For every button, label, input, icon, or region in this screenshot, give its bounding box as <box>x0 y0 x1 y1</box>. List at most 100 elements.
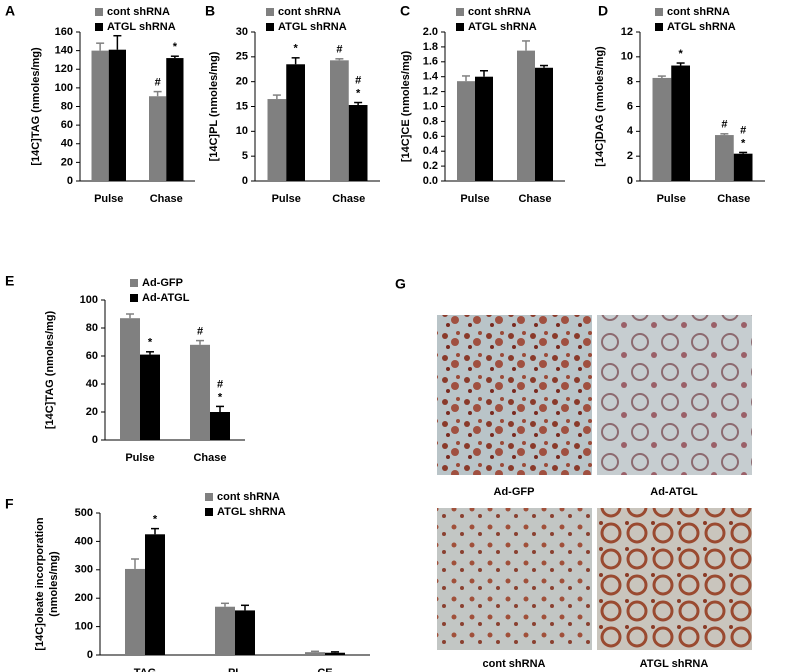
x-tick-label: Pulse <box>94 193 123 205</box>
legend-swatch <box>130 294 138 302</box>
y-tick-label: 200 <box>75 592 93 604</box>
bar <box>305 652 325 655</box>
micrograph <box>437 508 592 650</box>
legend-label: cont shRNA <box>468 6 531 18</box>
significance-mark: * <box>218 391 223 403</box>
bar <box>125 568 145 655</box>
image-caption: Ad-ATGL <box>650 486 698 498</box>
legend-swatch <box>205 508 213 516</box>
micrograph <box>597 508 752 650</box>
panel-label: D <box>598 3 608 19</box>
y-tick-label: 30 <box>236 26 248 38</box>
y-tick-label: 1.4 <box>423 71 439 83</box>
panel-label: E <box>5 273 14 289</box>
micrograph <box>437 315 592 475</box>
y-tick-label: 4 <box>627 125 634 137</box>
error-bar <box>153 90 162 97</box>
y-tick-label: 1.2 <box>423 86 438 98</box>
x-tick-label: Pulse <box>657 193 686 205</box>
y-tick-label: 0 <box>92 434 98 446</box>
error-bar <box>131 558 139 569</box>
y-tick-label: 100 <box>75 621 93 633</box>
y-tick-label: 0 <box>67 175 73 187</box>
significance-mark: # <box>740 124 746 136</box>
legend-swatch <box>205 493 213 501</box>
legend-swatch <box>655 8 663 16</box>
bar <box>286 64 305 181</box>
error-bar <box>480 69 488 77</box>
x-tick-label: Pulse <box>460 193 489 205</box>
y-tick-label: 10 <box>621 51 633 63</box>
bar <box>91 50 109 181</box>
y-tick-label: 15 <box>236 100 248 112</box>
significance-mark: * <box>173 41 178 53</box>
error-bar <box>151 527 159 535</box>
x-tick-label: Chase <box>193 452 226 464</box>
legend-label: cont shRNA <box>217 491 280 503</box>
bar <box>348 105 368 181</box>
y-tick-label: 1.8 <box>423 41 438 53</box>
bar <box>325 652 345 655</box>
y-tick-label: 8 <box>627 76 633 88</box>
y-tick-label: 20 <box>61 156 73 168</box>
y-tick-label: 20 <box>86 406 98 418</box>
error-bar <box>126 313 134 319</box>
y-axis-label: [14C]TAG (nmoles/mg) <box>44 310 56 429</box>
error-bar <box>196 339 204 345</box>
x-tick-label: Chase <box>332 193 365 205</box>
legend-swatch <box>130 279 138 287</box>
y-axis-label: [14C]PL (nmoles/mg) <box>208 51 220 161</box>
error-bar <box>221 602 229 607</box>
bar <box>145 534 165 655</box>
y-axis-label: [14C]TAG (nmoles/mg) <box>30 47 42 166</box>
bar <box>235 610 255 655</box>
bar <box>475 76 493 181</box>
bar <box>215 606 235 655</box>
y-tick-label: 20 <box>236 76 248 88</box>
y-tick-label: 100 <box>55 82 73 94</box>
error-bar <box>113 34 122 50</box>
chart-panel: E [14C]TAG (nmoles/mg) 0 20 40 60 80 100 Pulse * C… <box>5 273 245 464</box>
y-tick-label: 5 <box>242 150 248 162</box>
bar <box>140 354 160 440</box>
significance-mark: * <box>153 514 158 526</box>
error-bar <box>739 151 748 154</box>
chart-panel: F [14C]oleate incorporation (nmoles/mg) 0 10… <box>5 491 370 672</box>
y-axis-label: [14C]oleate incorporation <box>34 517 46 651</box>
error-bar <box>331 651 339 653</box>
x-tick-label: TAG <box>134 667 156 672</box>
panel-label: F <box>5 496 14 512</box>
bar <box>652 77 672 181</box>
panel-label: G <box>395 276 406 292</box>
y-tick-label: 140 <box>55 45 73 57</box>
significance-mark: * <box>148 337 153 349</box>
y-tick-label: 2 <box>627 150 633 162</box>
legend-label: ATGL shRNA <box>278 21 347 33</box>
legend-label: ATGL shRNA <box>107 21 176 33</box>
significance-mark: # <box>355 74 361 86</box>
y-tick-label: 25 <box>236 51 248 63</box>
x-tick-label: Pulse <box>272 193 301 205</box>
y-tick-label: 0.0 <box>423 175 438 187</box>
y-tick-label: 0.4 <box>423 145 439 157</box>
y-tick-label: 12 <box>621 26 633 38</box>
y-tick-label: 300 <box>75 564 93 576</box>
panel-label: A <box>5 3 15 19</box>
y-tick-label: 80 <box>61 100 73 112</box>
legend-swatch <box>95 8 103 16</box>
image-caption: Ad-GFP <box>494 486 535 498</box>
chart-panel: D [14C]DAG (nmoles/mg) 0 2 4 6 8 10 12 Pulse * Chas… <box>594 3 765 205</box>
y-tick-label: 120 <box>55 63 73 75</box>
error-bar <box>291 57 300 65</box>
legend-swatch <box>95 23 103 31</box>
x-tick-label: Chase <box>150 193 183 205</box>
x-tick-label: CE <box>317 667 332 672</box>
y-tick-label: 160 <box>55 26 73 38</box>
x-tick-label: PL <box>228 667 242 672</box>
error-bar <box>146 351 154 355</box>
x-tick-label: Chase <box>717 193 750 205</box>
significance-mark: # <box>336 44 342 56</box>
legend-label: Ad-ATGL <box>142 292 190 304</box>
legend-label: Ad-GFP <box>142 277 183 289</box>
